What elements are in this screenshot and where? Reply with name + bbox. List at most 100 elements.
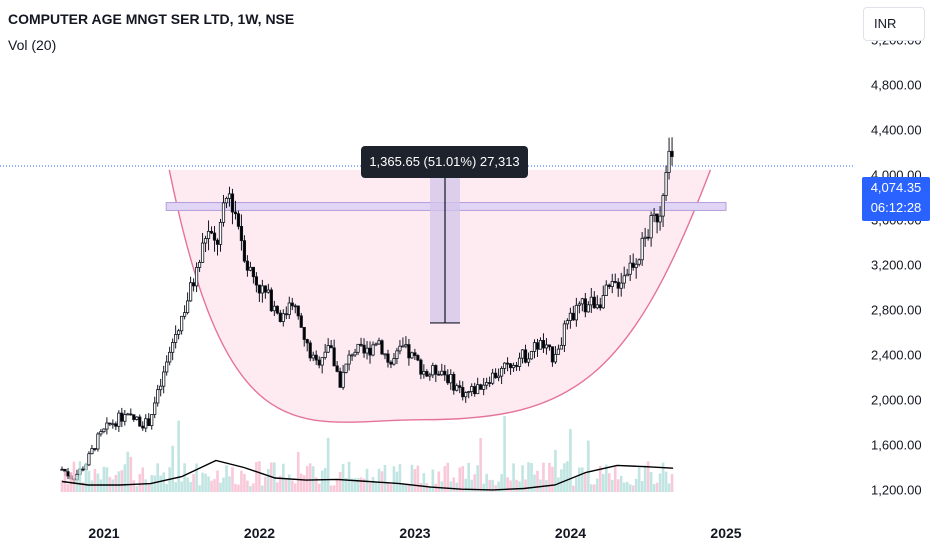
candle-body [520, 349, 525, 359]
candle-body [565, 320, 569, 325]
volume-bar [503, 416, 506, 492]
candle-body [667, 150, 671, 173]
volume-bar [129, 456, 133, 492]
candle-body [550, 346, 555, 363]
candle-body [616, 281, 620, 289]
volume-bar [362, 478, 366, 492]
volume-bar [141, 467, 145, 492]
volume-bar [356, 478, 360, 492]
volume-bar [488, 479, 491, 492]
candle-body [236, 213, 241, 227]
candle-body [604, 284, 608, 296]
volume-bar [551, 466, 554, 492]
candle-body [317, 359, 321, 366]
candle-body [314, 354, 318, 361]
candle-body [598, 304, 602, 309]
candle-body [338, 371, 342, 388]
volume-bar [590, 484, 593, 492]
volume-bar [72, 461, 76, 492]
volume-bar [604, 464, 608, 492]
volume-bar [198, 485, 201, 492]
volume-bar [93, 468, 97, 492]
candle-body [479, 384, 483, 390]
candle-body [377, 340, 381, 345]
candle-body [655, 213, 659, 223]
candle-body [413, 352, 417, 356]
candle-body [350, 354, 354, 357]
candle-body [87, 453, 91, 466]
volume-bar [634, 478, 638, 492]
y-tick-label: 4,400.00 [871, 122, 922, 137]
candle-body [532, 342, 537, 352]
candle-body [108, 422, 112, 425]
volume-bar [515, 479, 518, 492]
candle-body [437, 373, 441, 376]
candle-body [508, 363, 513, 369]
candle-body [269, 289, 273, 312]
volume-bar [619, 475, 623, 492]
candle-body [224, 197, 229, 204]
candle-body [156, 389, 160, 404]
volume-indicator-label[interactable]: Vol (20) [8, 37, 57, 53]
volume-bar [317, 483, 321, 492]
candle-body [661, 195, 665, 217]
candle-body [365, 347, 369, 354]
candle-body [649, 215, 653, 239]
volume-bar [117, 471, 121, 492]
candles [60, 137, 674, 485]
volume-bar [204, 473, 207, 492]
volume-bar [252, 483, 255, 492]
volume-bar [299, 473, 303, 492]
candle-body [153, 402, 157, 415]
volume-bar [279, 475, 282, 492]
candle-body [362, 344, 366, 354]
y-tick-label: 2,400.00 [871, 347, 922, 362]
volume-bar [542, 462, 545, 492]
volume-bar [240, 470, 243, 492]
volume-bar [81, 482, 85, 492]
volume-bar [344, 477, 348, 492]
volume-bar [413, 469, 417, 492]
volume-bar [655, 482, 659, 492]
volume-ma-line [61, 459, 674, 491]
candle-body [165, 361, 169, 373]
volume-bar [628, 484, 632, 492]
volume-bar [467, 462, 471, 492]
cup-curve [168, 169, 712, 423]
candle-body [637, 259, 641, 265]
currency-selector[interactable]: INR [863, 7, 925, 41]
volume-bar [359, 477, 363, 492]
volume-bar [222, 477, 225, 492]
volume-bar [512, 463, 515, 492]
candle-body [147, 418, 151, 426]
candle-body [580, 298, 584, 305]
candle-body [547, 344, 552, 348]
candle-body [467, 391, 471, 393]
volume-bar [464, 478, 468, 492]
candle-body [239, 225, 244, 242]
candle-body [189, 282, 193, 302]
last-price-badge: 4,074.35 06:12:28 [862, 177, 930, 221]
candle-body [505, 362, 510, 365]
volume-bar [201, 472, 204, 492]
candle-body [203, 238, 208, 244]
candle-body [494, 372, 498, 379]
candle-body [266, 289, 270, 293]
candle-body [514, 365, 519, 367]
volume-bar [84, 462, 88, 492]
volume-bar [476, 465, 479, 492]
volume-bar [153, 475, 157, 492]
volume-bar [593, 484, 596, 492]
volume-bar [548, 462, 551, 492]
volume-bar [374, 481, 378, 492]
volume-bar [320, 470, 324, 492]
candle-body [592, 296, 596, 309]
candle-body [401, 345, 405, 348]
x-tick-label: 2022 [244, 525, 275, 541]
candle-body [141, 425, 145, 429]
candle-body [117, 412, 121, 427]
candle-body [287, 302, 291, 315]
x-tick-label: 2021 [88, 525, 119, 541]
candle-body [227, 193, 232, 199]
